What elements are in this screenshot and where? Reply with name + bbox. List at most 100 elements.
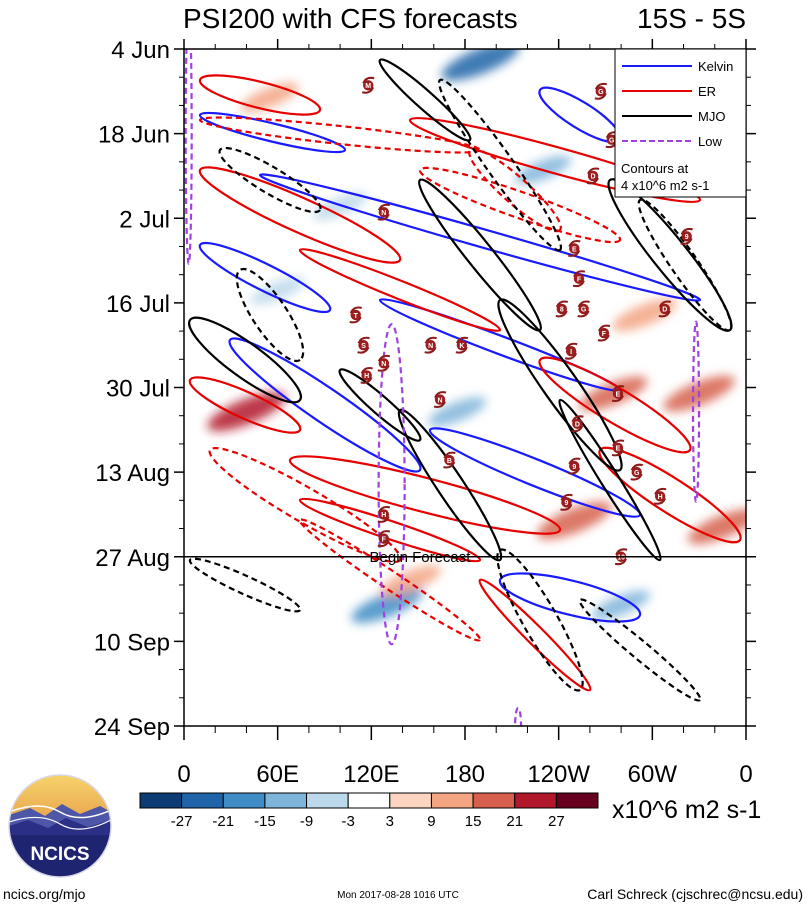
legend: Kelvin ER MJO Low Contours at 4 x10^6 m2 s-… (614, 48, 747, 198)
low-contour-1 (377, 323, 406, 646)
wave-contour-28 (397, 408, 503, 562)
cyclone-marker-0: M (361, 76, 375, 94)
x-tick-label-1: 60E (256, 761, 299, 788)
colorbar-label-4: -3 (342, 813, 355, 830)
wave-contour-16 (198, 74, 322, 116)
cyclone-marker-20: F (597, 324, 611, 342)
footer-author: Carl Schreck (cjschrec@ncsu.edu) (587, 886, 803, 902)
cyclone-marker-2: T (349, 306, 362, 324)
wave-contour-5 (498, 572, 642, 623)
wave-contour-35 (496, 548, 584, 692)
wave-contour-6 (258, 173, 702, 302)
y-tick-label-5: 13 Aug (95, 460, 170, 487)
colorbar-bin-4 (306, 792, 349, 809)
cyclone-label-7: K (459, 343, 464, 350)
legend-entry-er: ER (622, 84, 716, 99)
cyclone-label-13: G (609, 137, 615, 144)
colorbar-label-2: -15 (254, 813, 276, 830)
wave-contour-22 (468, 147, 562, 233)
colorbar-label-9: 27 (548, 813, 565, 830)
cyclone-label-5: H (364, 373, 369, 380)
cyclone-marker-25: E (611, 439, 625, 457)
wave-contour-26 (497, 298, 623, 472)
cyclone-label-22: I (570, 349, 572, 356)
cyclone-marker-7: K (455, 336, 469, 354)
anomaly-blob-12 (250, 277, 305, 305)
chart-region: 15S - 5S (637, 3, 746, 34)
y-axis: 4 Jun 18 Jun 2 Jul 16 Jul 30 Jul 13 Aug 27 Aug… (94, 37, 756, 741)
y-tick-label-8: 24 Sep (94, 714, 170, 741)
cyclone-marker-29: 9 (560, 493, 573, 511)
ncics-logo: NCICS (8, 774, 112, 878)
colorbar-bin-1 (181, 792, 224, 809)
cyclone-marker-9: B (443, 451, 456, 469)
cyclone-label-9: B (447, 458, 452, 465)
cyclone-marker-17: F (572, 270, 586, 288)
legend-label-kelvin: Kelvin (698, 59, 733, 74)
cyclone-marker-4: N (377, 354, 391, 372)
x-axis: 0 60E 120E 180 120W 60W 0 (177, 39, 753, 788)
cyclone-label-24: D (575, 422, 580, 429)
x-tick-label-2: 120E (343, 761, 399, 788)
colorbar-label-5: 3 (386, 813, 394, 830)
cyclone-label-27: G (634, 470, 640, 477)
cyclone-label-30: 10 (617, 555, 625, 562)
anomaly-blob-8 (240, 82, 299, 112)
wave-contour-27 (558, 398, 662, 562)
cyclone-marker-10: H (377, 506, 391, 523)
y-tick-label-0: 4 Jun (111, 37, 170, 64)
cyclone-label-23: E (616, 391, 621, 398)
cyclone-label-3: S (361, 343, 366, 350)
cyclone-label-2: T (354, 313, 359, 320)
cyclone-marker-6: N (424, 336, 437, 354)
low-contour-0 (184, 49, 193, 265)
legend-label-mjo: MJO (698, 109, 725, 124)
cyclone-marker-24: D (571, 415, 584, 433)
colorbar: -27 -21 -15 -9 -3 3 9 15 21 27 (139, 792, 599, 830)
legend-entry-kelvin: Kelvin (622, 59, 733, 74)
wave-contour-36 (578, 598, 702, 702)
wave-contour-37 (637, 198, 733, 332)
cyclone-label-17: F (577, 276, 582, 283)
cyclone-label-16: E (572, 246, 577, 253)
cyclone-label-28: H (658, 494, 663, 501)
cyclone-marker-15: 9 (680, 227, 693, 245)
low-contour-2 (691, 320, 701, 503)
colorbar-bin-10 (555, 792, 599, 809)
wave-contours (184, 49, 742, 726)
x-tick-label-6: 0 (739, 761, 752, 788)
wave-contour-32 (235, 267, 305, 363)
cyclone-marker-5: H (360, 366, 373, 384)
cyclone-marker-21: D (658, 300, 672, 318)
cyclone-label-18: 8 (560, 307, 564, 314)
wave-contour-9 (298, 248, 502, 332)
anomaly-blob-10 (428, 397, 487, 427)
legend-label-low: Low (698, 134, 722, 149)
y-tick-label-3: 16 Jul (106, 291, 170, 318)
cyclone-label-15: 9 (685, 234, 689, 241)
colorbar-units: x10^6 m2 s-1 (612, 796, 761, 824)
cyclone-marker-12: G (594, 82, 608, 100)
colorbar-bin-5 (347, 792, 391, 809)
cyclone-label-29: 9 (565, 500, 569, 507)
cyclone-label-12: G (598, 89, 604, 96)
wave-contour-33 (188, 557, 302, 613)
colorbar-bin-2 (222, 792, 266, 809)
legend-note-line-1: Contours at (621, 161, 689, 176)
colorbar-label-3: -9 (300, 813, 313, 830)
tropical-cyclone-tracks: M N T S N H N K N B H F G G D 9 E F 8 G F D I E D E 9 G H 9 10 (349, 76, 693, 566)
cyclone-label-25: E (616, 446, 621, 453)
wave-contour-1 (198, 241, 332, 314)
x-tick-label-4: 120W (527, 761, 590, 788)
anomaly-blob-13 (592, 590, 651, 620)
wave-contour-8 (198, 166, 402, 264)
forecast-label: Begin Forecast (370, 549, 472, 566)
wave-contour-14 (538, 356, 692, 454)
cyclone-label-26: 9 (572, 464, 576, 471)
low-contour-3 (513, 706, 523, 726)
cyclone-label-21: D (662, 307, 667, 314)
anomaly-blob-6 (687, 509, 746, 544)
cyclone-label-11: F (382, 536, 387, 543)
colorbar-bin-0 (139, 792, 183, 809)
cyclone-label-0: M (365, 83, 371, 90)
